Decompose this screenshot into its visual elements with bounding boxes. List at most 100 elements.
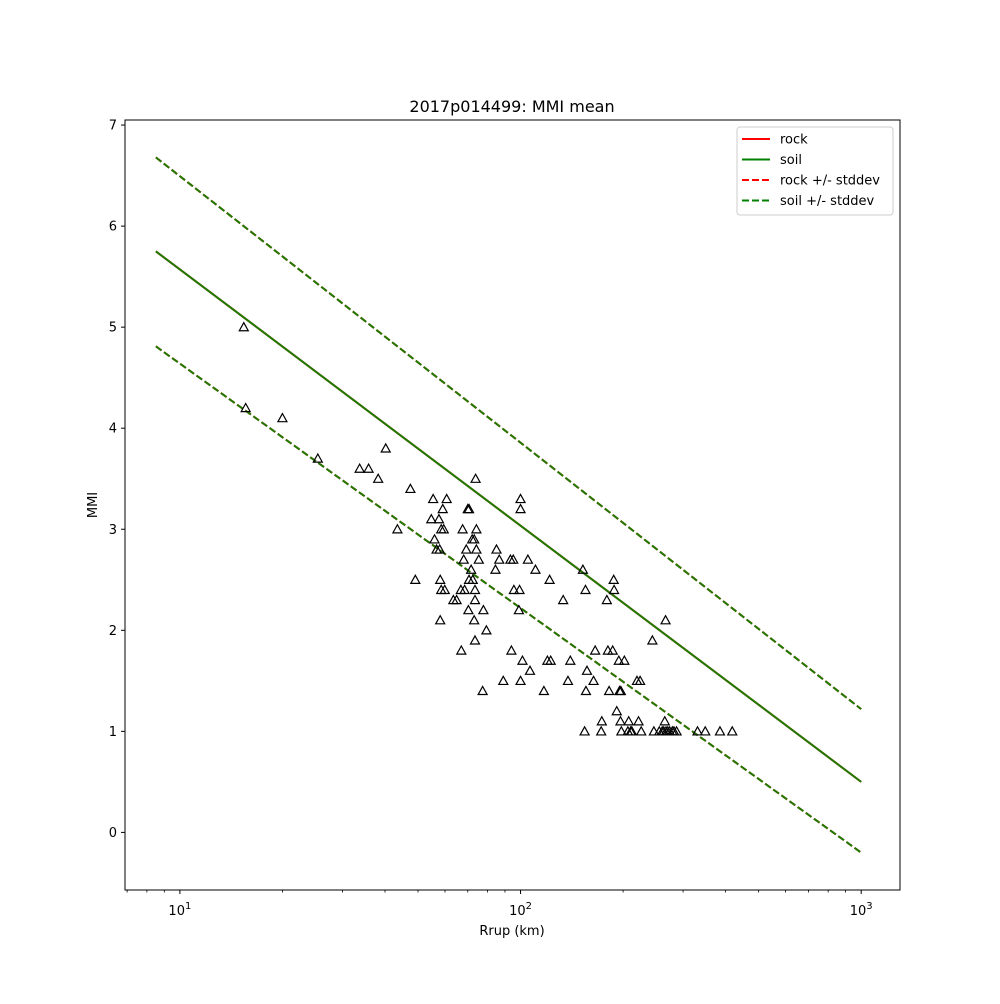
observation-point	[564, 654, 576, 665]
observation-point	[588, 675, 600, 686]
observation-point	[613, 654, 625, 665]
observation-point	[515, 493, 527, 504]
observation-point	[714, 725, 726, 736]
observation-point	[607, 644, 619, 655]
observation-point	[646, 634, 658, 645]
observation-point	[513, 584, 526, 595]
observation-point	[608, 584, 620, 595]
legend-entry-label: soil	[780, 153, 802, 168]
observation-point	[623, 715, 635, 726]
observation-point	[611, 705, 623, 716]
observation-point	[557, 594, 569, 605]
y-axis-label: MMI	[86, 492, 101, 518]
y-tick-label: 5	[109, 321, 117, 336]
x-tick-label: 102	[509, 901, 532, 919]
observation-point	[434, 543, 446, 554]
observation-point	[404, 483, 416, 494]
observation-point	[505, 644, 517, 655]
observation-point	[614, 715, 626, 726]
observation-point	[493, 553, 505, 564]
observation-point	[618, 654, 630, 665]
observation-point	[726, 725, 738, 736]
y-tick-label: 0	[109, 826, 117, 841]
observation-point	[462, 604, 474, 615]
observation-point	[460, 543, 472, 554]
observation-point	[660, 614, 672, 625]
observation-point	[635, 725, 647, 736]
observation-point	[276, 412, 288, 423]
observation-point	[671, 725, 683, 736]
observation-point	[363, 462, 375, 473]
observation-point	[633, 715, 645, 726]
y-tick-label: 2	[109, 624, 117, 639]
observation-point	[469, 594, 481, 605]
observation-point	[544, 574, 556, 584]
y-tick-label: 4	[109, 422, 117, 437]
observation-point	[428, 533, 441, 544]
observation-point	[473, 553, 485, 564]
observation-point	[648, 725, 660, 736]
observation-point	[438, 523, 450, 534]
legend-entry-label: rock +/- stddev	[780, 174, 880, 189]
observation-point	[515, 675, 527, 686]
observation-point	[579, 725, 591, 736]
observation-point	[524, 664, 536, 675]
x-tick-label: 103	[850, 901, 873, 919]
observation-point	[490, 543, 503, 554]
plot-frame	[124, 119, 901, 891]
observation-point	[601, 594, 613, 605]
observation-point	[489, 563, 501, 574]
observation-point	[439, 584, 451, 595]
legend: rock soil rock +/- stddev soil +/- stddev	[736, 126, 894, 216]
observation-point	[467, 574, 479, 584]
observation-point	[580, 685, 592, 696]
observation-point	[538, 685, 550, 696]
observation-point	[433, 513, 445, 524]
legend-entry-label: rock	[780, 133, 808, 148]
chart-title: 2017p014499: MMI mean	[409, 97, 614, 116]
observation-point	[465, 563, 477, 574]
observation-point	[615, 685, 627, 696]
y-tick-label: 6	[109, 220, 117, 235]
observation-point	[372, 472, 384, 483]
y-tick-label: 1	[109, 725, 117, 740]
observation-point	[477, 685, 489, 696]
observation-point	[699, 725, 711, 736]
observation-point	[459, 584, 471, 595]
observation-point	[463, 503, 475, 514]
observation-point	[238, 321, 250, 332]
observation-point	[595, 725, 607, 736]
observation-point	[468, 614, 480, 625]
observation-point	[513, 604, 525, 615]
observation-point	[634, 675, 646, 686]
observation-point	[380, 442, 392, 453]
observation-point	[579, 584, 591, 595]
observation-point	[659, 715, 671, 726]
observation-point	[470, 472, 482, 483]
observation-point	[451, 594, 463, 605]
observation-point	[434, 574, 446, 584]
observation-point	[515, 503, 527, 514]
legend-entry-label: soil +/- stddev	[780, 194, 875, 209]
observation-point	[577, 563, 589, 574]
observation-point	[427, 493, 439, 504]
y-tick-label: 3	[109, 523, 117, 538]
observation-point	[529, 563, 541, 574]
observation-point	[581, 664, 593, 675]
observation-point	[470, 523, 482, 534]
plot-area	[155, 156, 862, 854]
observation-point	[434, 614, 446, 625]
y-axis: 0 1 2 3 4 5 6 7	[109, 119, 125, 841]
observation-point	[455, 644, 467, 655]
observation-point	[596, 715, 608, 726]
observation-point	[470, 543, 482, 554]
observation-point	[240, 402, 252, 413]
observation-point	[441, 493, 453, 504]
observation-point	[562, 675, 574, 686]
observation-point	[626, 725, 638, 736]
observation-point	[457, 523, 469, 534]
observation-point	[312, 452, 324, 463]
observation-point	[468, 533, 480, 544]
observation-point	[507, 553, 519, 564]
